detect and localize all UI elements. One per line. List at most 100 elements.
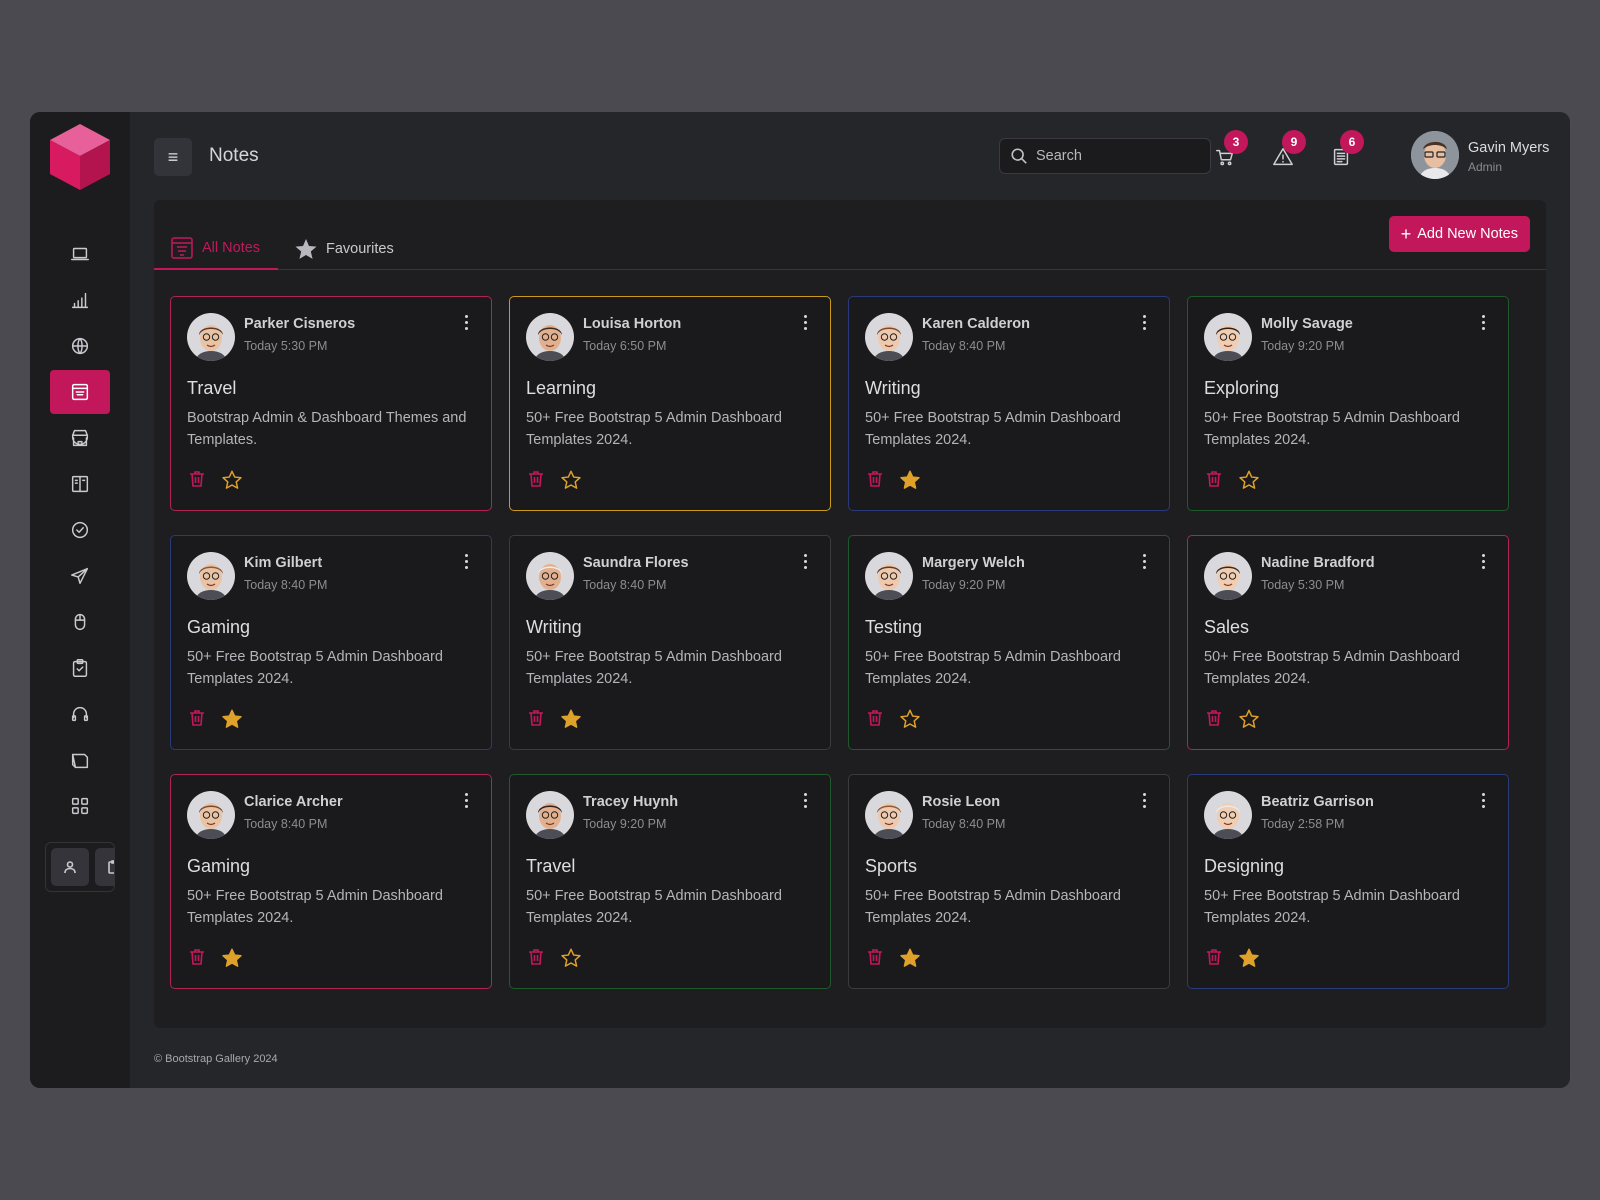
more-options-icon[interactable]: [463, 554, 469, 572]
note-card[interactable]: Molly Savage Today 9:20 PM Exploring 50+…: [1187, 296, 1509, 511]
star-filled-icon[interactable]: [560, 708, 582, 730]
sidebar-item-analytics[interactable]: [50, 278, 110, 322]
star-outline-icon[interactable]: [1238, 469, 1260, 491]
star-outline-icon[interactable]: [1238, 708, 1260, 730]
cart-button[interactable]: 3: [1212, 130, 1248, 170]
notes-tabs: All Notes Favourites + Add New Notes: [154, 200, 1546, 270]
star-filled-icon[interactable]: [899, 947, 921, 969]
headphones-icon: [71, 706, 89, 722]
more-options-icon[interactable]: [1480, 554, 1486, 572]
trash-icon[interactable]: [187, 947, 207, 967]
trash-icon[interactable]: [1204, 708, 1224, 728]
messages-badge: 6: [1340, 130, 1364, 154]
note-title: Gaming: [187, 856, 251, 876]
check-circle-icon: [71, 521, 89, 539]
trash-icon[interactable]: [187, 708, 207, 728]
profile-button[interactable]: [51, 848, 89, 886]
more-options-icon[interactable]: [463, 793, 469, 811]
send-icon: [71, 567, 89, 585]
add-new-notes-button[interactable]: + Add New Notes: [1388, 216, 1530, 252]
sidebar-item-support[interactable]: [50, 692, 110, 736]
note-author: Margery Welch: [922, 555, 1025, 571]
note-time: Today 8:40 PM: [244, 817, 328, 831]
star-outline-icon[interactable]: [560, 469, 582, 491]
alerts-badge: 9: [1282, 130, 1306, 154]
trash-icon[interactable]: [865, 469, 885, 489]
trash-icon[interactable]: [526, 947, 546, 967]
trash-icon[interactable]: [1204, 469, 1224, 489]
search-box[interactable]: [999, 138, 1211, 174]
trash-icon[interactable]: [1204, 947, 1224, 967]
logout-button[interactable]: [95, 848, 114, 886]
warning-icon: [1273, 148, 1293, 166]
more-options-icon[interactable]: [1141, 554, 1147, 572]
note-card[interactable]: Parker Cisneros Today 5:30 PM Travel Boo…: [170, 296, 492, 511]
sidebar-item-clipboard[interactable]: [50, 646, 110, 690]
note-time: Today 5:30 PM: [244, 339, 328, 353]
sidebar-item-globe[interactable]: [50, 324, 110, 368]
more-options-icon[interactable]: [802, 554, 808, 572]
note-card[interactable]: Beatriz Garrison Today 2:58 PM Designing…: [1187, 774, 1509, 989]
note-card[interactable]: Louisa Horton Today 6:50 PM Learning 50+…: [509, 296, 831, 511]
alerts-button[interactable]: 9: [1270, 130, 1306, 170]
sidebar-item-send[interactable]: [50, 554, 110, 598]
note-card[interactable]: Tracey Huynh Today 9:20 PM Travel 50+ Fr…: [509, 774, 831, 989]
avatar: [526, 552, 574, 600]
messages-button[interactable]: 6: [1328, 130, 1364, 170]
sidebar-nav: [50, 232, 110, 830]
search-input[interactable]: [1036, 148, 1196, 164]
sidebar-item-store[interactable]: [50, 416, 110, 460]
sidebar-item-apps[interactable]: [50, 784, 110, 828]
note-author: Karen Calderon: [922, 316, 1030, 332]
sidebar-item-notes[interactable]: [50, 370, 110, 414]
more-options-icon[interactable]: [802, 793, 808, 811]
logo-cube-icon[interactable]: [48, 122, 112, 192]
menu-toggle-button[interactable]: ≡: [154, 138, 192, 176]
trash-icon[interactable]: [865, 708, 885, 728]
sidebar-item-mouse[interactable]: [50, 600, 110, 644]
note-card[interactable]: Clarice Archer Today 8:40 PM Gaming 50+ …: [170, 774, 492, 989]
star-filled-icon[interactable]: [1238, 947, 1260, 969]
star-filled-icon[interactable]: [221, 947, 243, 969]
add-new-notes-label: Add New Notes: [1417, 226, 1518, 242]
more-options-icon[interactable]: [802, 315, 808, 333]
user-icon: [64, 861, 76, 874]
note-description: 50+ Free Bootstrap 5 Admin Dashboard Tem…: [526, 649, 782, 687]
trash-icon[interactable]: [526, 708, 546, 728]
tab-all-notes[interactable]: All Notes: [154, 228, 278, 270]
sidebar-item-sticky[interactable]: [50, 738, 110, 782]
note-card[interactable]: Nadine Bradford Today 5:30 PM Sales 50+ …: [1187, 535, 1509, 750]
more-options-icon[interactable]: [463, 315, 469, 333]
note-time: Today 8:40 PM: [922, 817, 1006, 831]
more-options-icon[interactable]: [1480, 793, 1486, 811]
tab-favourites[interactable]: Favourites: [294, 228, 394, 270]
note-title: Travel: [526, 856, 576, 876]
sidebar-item-dashboard[interactable]: [50, 232, 110, 276]
note-time: Today 2:58 PM: [1261, 817, 1345, 831]
more-options-icon[interactable]: [1141, 793, 1147, 811]
note-author: Molly Savage: [1261, 316, 1353, 332]
note-card[interactable]: Margery Welch Today 9:20 PM Testing 50+ …: [848, 535, 1170, 750]
more-options-icon[interactable]: [1141, 315, 1147, 333]
avatar-image: [1411, 131, 1459, 179]
note-card[interactable]: Karen Calderon Today 8:40 PM Writing 50+…: [848, 296, 1170, 511]
trash-icon[interactable]: [526, 469, 546, 489]
note-card[interactable]: Saundra Flores Today 8:40 PM Writing 50+…: [509, 535, 831, 750]
note-card[interactable]: Kim Gilbert Today 8:40 PM Gaming 50+ Fre…: [170, 535, 492, 750]
avatar: [865, 552, 913, 600]
star-outline-icon[interactable]: [560, 947, 582, 969]
note-description: 50+ Free Bootstrap 5 Admin Dashboard Tem…: [526, 410, 782, 448]
star-outline-icon[interactable]: [221, 469, 243, 491]
star-filled-icon[interactable]: [899, 469, 921, 491]
star-filled-icon[interactable]: [221, 708, 243, 730]
trash-icon[interactable]: [187, 469, 207, 489]
sidebar-item-tasks[interactable]: [50, 508, 110, 552]
user-avatar[interactable]: [1411, 131, 1459, 179]
mouse-icon: [74, 613, 86, 631]
trash-icon[interactable]: [865, 947, 885, 967]
more-options-icon[interactable]: [1480, 315, 1486, 333]
star-outline-icon[interactable]: [899, 708, 921, 730]
note-title: Gaming: [187, 617, 251, 637]
note-card[interactable]: Rosie Leon Today 8:40 PM Sports 50+ Free…: [848, 774, 1170, 989]
sidebar-item-book[interactable]: [50, 462, 110, 506]
